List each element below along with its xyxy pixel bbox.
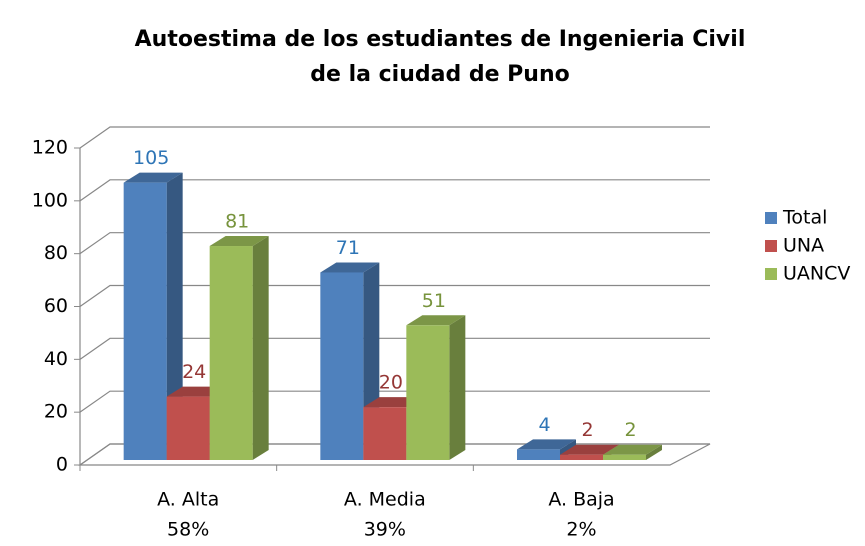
bar-top [560, 444, 619, 455]
bar [166, 396, 210, 460]
bar [363, 407, 407, 460]
bar-top [123, 172, 183, 183]
x-tick-label: A. Alta [157, 489, 219, 511]
bar-side [252, 236, 269, 460]
y-tick-label: 60 [44, 295, 68, 317]
bar [517, 449, 560, 460]
bar-top [209, 236, 269, 247]
bar [603, 454, 646, 460]
data-label: 20 [379, 372, 403, 394]
legend-swatch [765, 212, 777, 224]
bar-top [320, 262, 380, 273]
x-tick-label: A. Baja [548, 489, 614, 511]
bar-side [166, 172, 183, 460]
y-tick-label: 0 [56, 454, 68, 476]
data-label: 81 [225, 211, 249, 233]
bar-side [646, 444, 662, 460]
legend-label: Total [782, 207, 827, 229]
data-label: 4 [538, 414, 550, 436]
x-tick-label: 39% [364, 519, 406, 541]
grid-line [79, 337, 710, 360]
y-tick-label: 40 [44, 348, 68, 370]
bar [560, 454, 603, 460]
bar-top [517, 439, 576, 450]
x-tick-label: 58% [167, 519, 209, 541]
data-label: 24 [182, 361, 206, 383]
grid-line [79, 126, 710, 149]
legend-swatch [765, 240, 777, 252]
data-label: 105 [133, 147, 169, 169]
y-tick-label: 20 [44, 401, 68, 423]
bar-top [406, 315, 466, 326]
grid-line [79, 390, 710, 413]
bar [209, 246, 253, 460]
grid-line [79, 179, 710, 202]
data-label: 71 [336, 237, 360, 259]
y-tick-label: 100 [32, 189, 68, 211]
bar-side [449, 315, 466, 460]
y-tick-label: 80 [44, 242, 68, 264]
x-tick-label: 2% [566, 519, 596, 541]
x-tick-label: A. Media [344, 489, 426, 511]
data-label: 2 [581, 419, 593, 441]
legend-swatch [765, 268, 777, 280]
bar [320, 272, 364, 460]
grid-line [79, 443, 710, 466]
grid-line [79, 284, 710, 307]
chart-title: de la ciudad de Puno [310, 62, 570, 87]
bar [406, 325, 450, 460]
legend-label: UANCV [783, 263, 850, 285]
bar-top [603, 444, 662, 455]
y-tick-label: 120 [32, 137, 68, 159]
legend-label: UNA [783, 235, 824, 257]
grid-line [79, 232, 710, 255]
chart-title: Autoestima de los estudiantes de Ingenie… [135, 27, 746, 52]
bar [123, 182, 167, 460]
data-label: 2 [624, 419, 636, 441]
data-label: 51 [422, 290, 446, 312]
